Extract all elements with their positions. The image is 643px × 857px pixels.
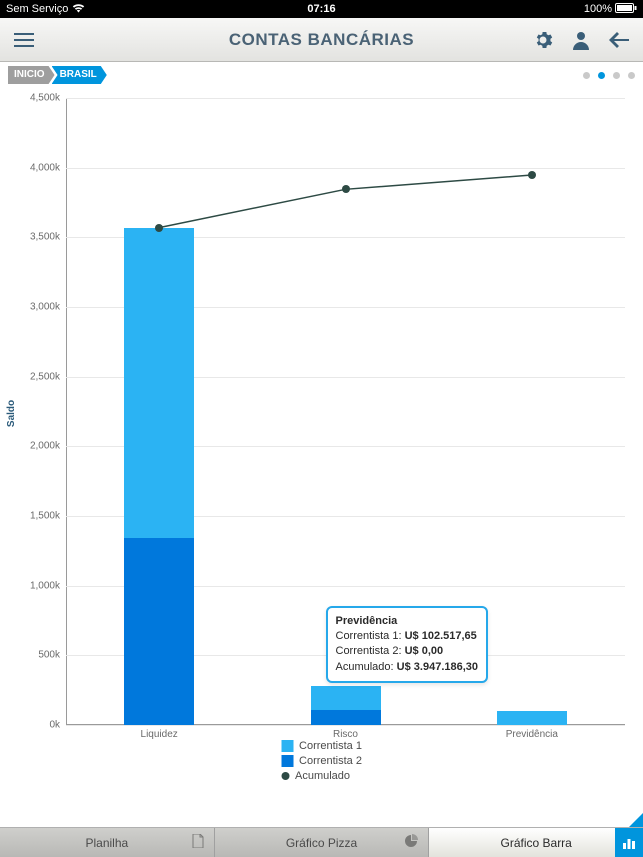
y-tick-label: 3,500k: [30, 232, 66, 243]
tab-label: Gráfico Pizza: [286, 836, 357, 850]
tab-bar[interactable]: Gráfico Barra: [428, 828, 643, 857]
chart-plot[interactable]: 0k500k1,000k1,500k2,000k2,500k3,000k3,50…: [66, 98, 625, 725]
line-marker: [528, 171, 536, 179]
status-right: 100%: [584, 3, 637, 16]
bar-segment: [124, 538, 194, 725]
line-marker: [342, 185, 350, 193]
tab-label: Gráfico Barra: [501, 836, 572, 850]
legend-item: Acumulado: [281, 770, 362, 782]
legend-item: Correntista 2: [281, 755, 362, 767]
y-tick-label: 2,500k: [30, 371, 66, 382]
legend-swatch: [281, 740, 293, 752]
breadcrumb-row: INICIOBRASIL: [0, 62, 643, 86]
chart-tooltip: PrevidênciaCorrentista 1: U$ 102.517,65C…: [326, 606, 489, 684]
gridline: [66, 98, 625, 99]
tab-label: Planilha: [85, 836, 128, 850]
y-tick-label: 1,500k: [30, 511, 66, 522]
carrier-label: Sem Serviço: [6, 3, 68, 15]
breadcrumb: INICIOBRASIL: [8, 66, 107, 84]
legend-label: Correntista 1: [299, 740, 362, 752]
nav-bar: CONTAS BANCÁRIAS: [0, 18, 643, 62]
tab-doc[interactable]: Planilha: [0, 828, 214, 857]
legend-label: Acumulado: [295, 770, 350, 782]
legend-label: Correntista 2: [299, 755, 362, 767]
pager-dot[interactable]: [613, 72, 620, 79]
legend-marker: [281, 772, 289, 780]
back-button[interactable]: [601, 24, 637, 56]
y-tick-label: 4,500k: [30, 93, 66, 104]
wifi-icon: [72, 3, 85, 16]
bottom-tabs: Planilha Gráfico Pizza Gráfico Barra: [0, 827, 643, 857]
battery-icon: [615, 3, 637, 16]
y-tick-label: 3,000k: [30, 302, 66, 313]
doc-icon: [192, 834, 204, 851]
line-marker: [155, 224, 163, 232]
breadcrumb-item[interactable]: BRASIL: [52, 66, 107, 84]
status-left: Sem Serviço: [6, 3, 85, 16]
pager-dots[interactable]: [583, 72, 635, 79]
tooltip-row: Correntista 2: U$ 0,00: [336, 644, 479, 659]
user-button[interactable]: [563, 24, 599, 56]
y-tick-label: 1,000k: [30, 580, 66, 591]
pager-dot[interactable]: [583, 72, 590, 79]
tooltip-row: Correntista 1: U$ 102.517,65: [336, 629, 479, 644]
bar-segment: [124, 228, 194, 539]
tab-pie[interactable]: Gráfico Pizza: [214, 828, 429, 857]
active-tab-corner: [629, 813, 643, 827]
bar-segment: [311, 710, 381, 725]
chart-area: Saldo 0k500k1,000k1,500k2,000k2,500k3,00…: [8, 90, 635, 785]
y-tick-label: 500k: [38, 650, 66, 661]
status-time: 07:16: [307, 3, 335, 15]
tooltip-row: Acumulado: U$ 3.947.186,30: [336, 660, 479, 675]
bar-segment: [311, 686, 381, 710]
legend-item: Correntista 1: [281, 740, 362, 752]
x-tick-label: Previdência: [506, 729, 558, 740]
bar-icon: [615, 828, 643, 857]
bar-segment: [497, 711, 567, 725]
tooltip-title: Previdência: [336, 614, 479, 629]
breadcrumb-item[interactable]: INICIO: [8, 66, 55, 84]
y-tick-label: 4,000k: [30, 162, 66, 173]
y-axis-line: [66, 98, 67, 725]
battery-pct: 100%: [584, 3, 612, 15]
status-bar: Sem Serviço 07:16 100%: [0, 0, 643, 18]
page-title: CONTAS BANCÁRIAS: [229, 30, 414, 50]
gridline: [66, 168, 625, 169]
legend-swatch: [281, 755, 293, 767]
x-tick-label: Liquidez: [141, 729, 178, 740]
y-axis-label: Saldo: [6, 399, 17, 426]
pager-dot[interactable]: [628, 72, 635, 79]
pie-icon: [404, 834, 418, 851]
gridline: [66, 725, 625, 726]
settings-button[interactable]: [525, 24, 561, 56]
menu-button[interactable]: [6, 24, 42, 56]
y-tick-label: 2,000k: [30, 441, 66, 452]
chart-legend: Correntista 1 Correntista 2 Acumulado: [281, 737, 362, 785]
y-tick-label: 0k: [49, 720, 66, 731]
pager-dot[interactable]: [598, 72, 605, 79]
